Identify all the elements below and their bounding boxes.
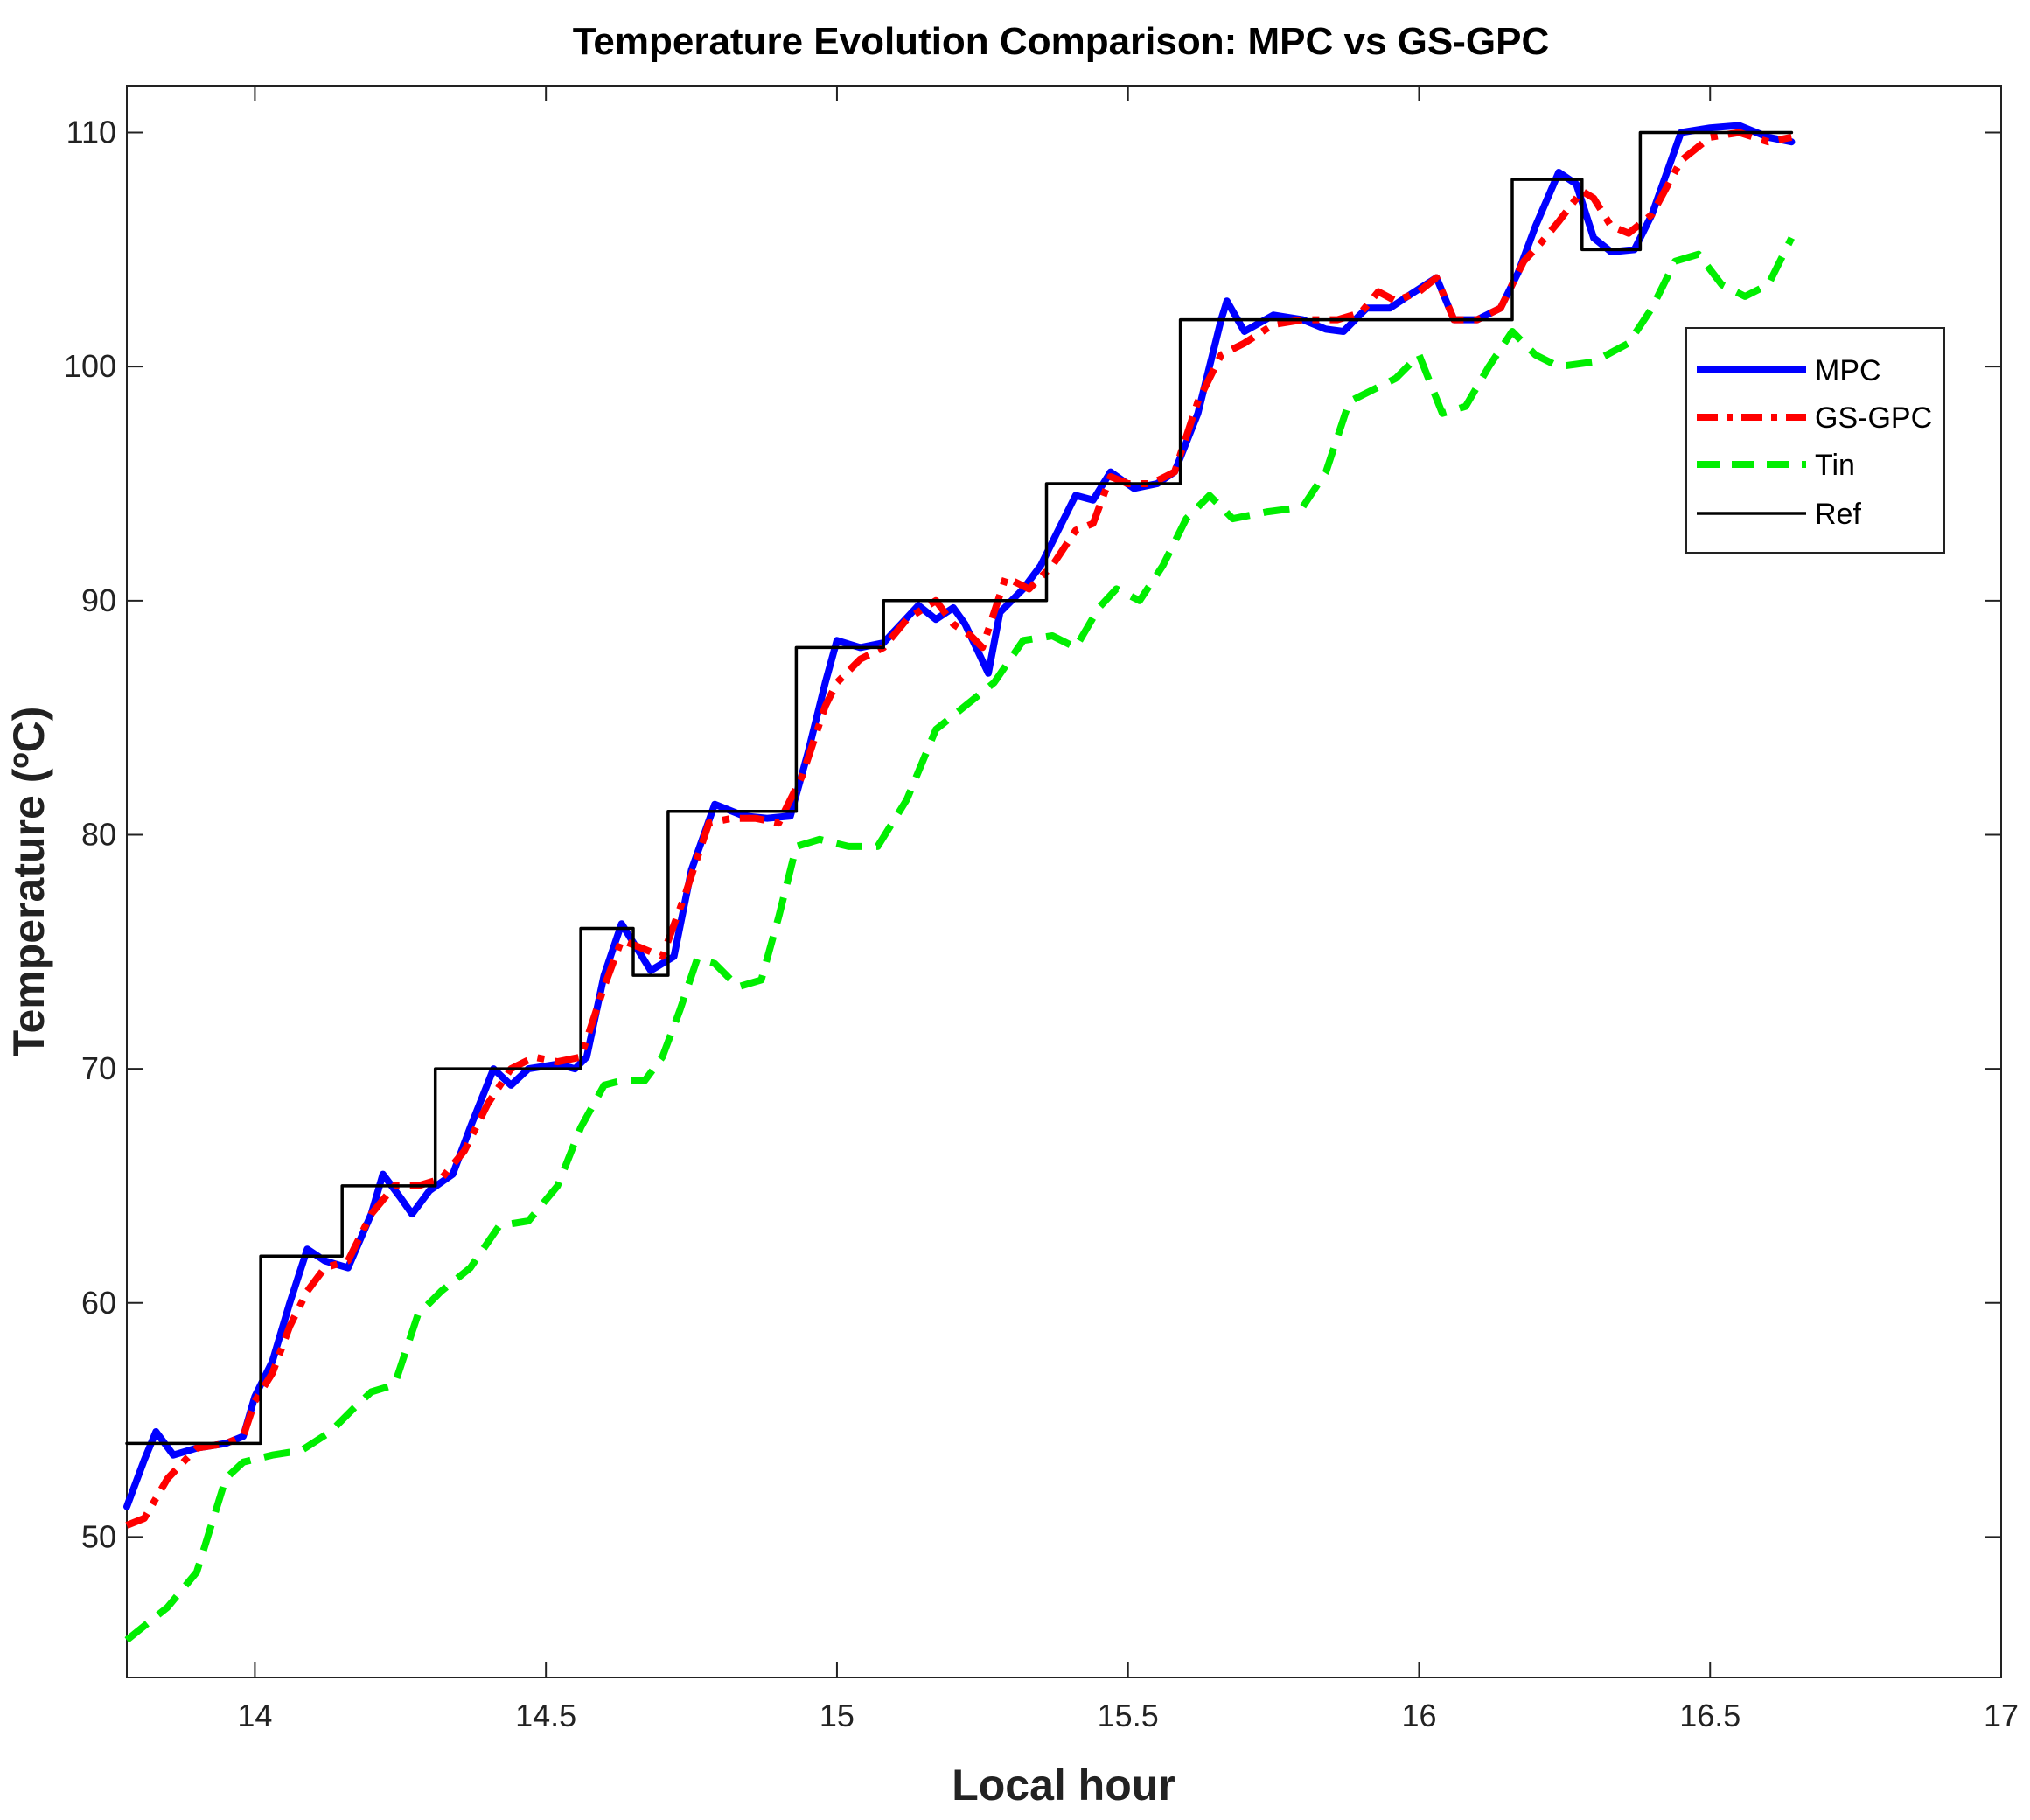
chart-title: Temperature Evolution Comparison: MPC vs… bbox=[573, 20, 1549, 63]
x-tick-label: 15.5 bbox=[1098, 1698, 1159, 1733]
legend-label-ref: Ref bbox=[1815, 498, 1861, 531]
x-tick-label: 17 bbox=[1984, 1698, 2019, 1733]
y-tick-label: 80 bbox=[81, 816, 116, 852]
legend-label-gs-gpc: GS-GPC bbox=[1815, 401, 1932, 435]
y-tick-label: 100 bbox=[64, 348, 116, 384]
x-tick-label: 14.5 bbox=[515, 1698, 576, 1733]
plot-frame bbox=[126, 85, 2002, 1678]
y-tick-label: 50 bbox=[81, 1518, 116, 1554]
x-tick-label: 15 bbox=[820, 1698, 855, 1733]
y-tick-label: 110 bbox=[66, 115, 116, 150]
x-tick-label: 16 bbox=[1401, 1698, 1436, 1733]
plot-area bbox=[126, 85, 2002, 1678]
y-axis: 50 60 70 80 90 100 110 bbox=[64, 115, 2001, 1554]
x-tick-label: 16.5 bbox=[1679, 1698, 1740, 1733]
series-line-tin bbox=[124, 236, 1795, 1643]
y-tick-label: 60 bbox=[81, 1285, 116, 1321]
x-axis: 14 14.5 15 15.5 16 16.5 17 bbox=[237, 86, 2019, 1733]
series-layer bbox=[123, 122, 1796, 1643]
y-tick-label: 70 bbox=[81, 1050, 116, 1086]
legend-label-tin: Tin bbox=[1815, 449, 1855, 482]
x-tick-label: 14 bbox=[237, 1698, 272, 1733]
series-line-ref bbox=[125, 130, 1794, 1446]
legend-box bbox=[1685, 327, 1945, 554]
y-axis-label: Temperature (ºC) bbox=[4, 707, 53, 1057]
y-tick-label: 90 bbox=[81, 582, 116, 618]
series-line-gs-gpc bbox=[125, 129, 1793, 1529]
x-axis-label: Local hour bbox=[952, 1761, 1175, 1810]
legend: MPC GS-GPC Tin Ref bbox=[1685, 327, 1945, 554]
legend-label-mpc: MPC bbox=[1815, 354, 1881, 387]
